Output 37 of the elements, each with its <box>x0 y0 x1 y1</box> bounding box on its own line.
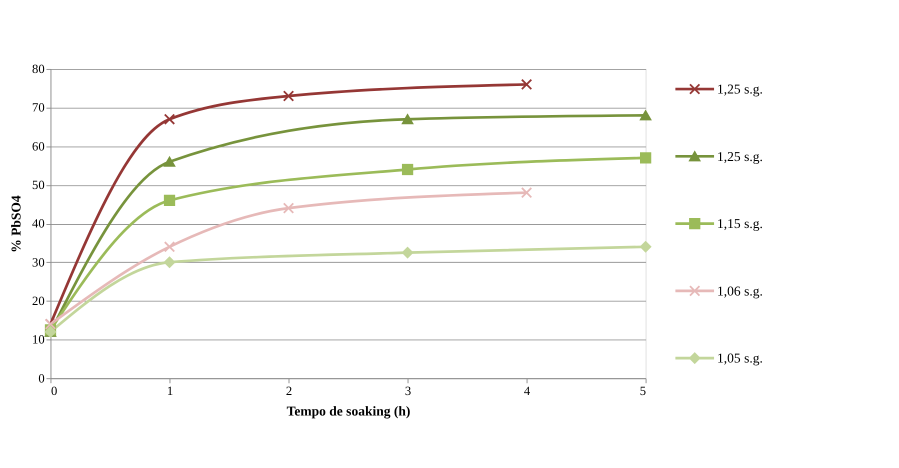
y-tick-label: 80 <box>32 62 45 76</box>
y-tick-label: 30 <box>32 255 45 270</box>
legend-label: 1,25 s.g. <box>717 148 763 164</box>
point <box>520 78 532 90</box>
x-axis-title: Tempo de soaking (h) <box>286 404 410 419</box>
point <box>520 187 532 198</box>
point <box>402 114 414 124</box>
legend-label: 1,15 s.g. <box>717 216 763 232</box>
point <box>164 256 176 268</box>
legend-label: 1,05 s.g. <box>717 350 763 366</box>
y-axis-title: % PbSO4 <box>8 195 24 253</box>
y-tick-label: 60 <box>32 139 45 154</box>
point <box>164 194 176 206</box>
x-tick-label: 4 <box>524 384 531 398</box>
point <box>164 156 176 167</box>
point <box>164 114 176 125</box>
legend-label: 1,06 s.g. <box>717 283 763 298</box>
point <box>402 164 414 176</box>
point <box>282 90 294 102</box>
x-tick-label: 3 <box>404 384 412 398</box>
y-tick-label: 0 <box>38 371 45 386</box>
y-tick-label: 50 <box>32 178 45 192</box>
y-tick-label: 10 <box>32 332 45 347</box>
x-tick-label: 0 <box>50 384 58 398</box>
point <box>164 241 176 252</box>
legend-label: 1,25 s.g. <box>717 82 763 97</box>
x-tick-label: 2 <box>286 384 292 398</box>
x-tick-label: 5 <box>640 384 646 398</box>
x-tick-label: 1 <box>166 384 174 398</box>
point <box>282 202 294 214</box>
y-tick-label: 70 <box>32 100 45 115</box>
point <box>402 246 414 258</box>
point <box>640 110 652 120</box>
point <box>640 241 652 252</box>
point <box>640 152 652 164</box>
y-tick-label: 40 <box>32 216 45 231</box>
y-tick-label: 20 <box>32 294 45 308</box>
